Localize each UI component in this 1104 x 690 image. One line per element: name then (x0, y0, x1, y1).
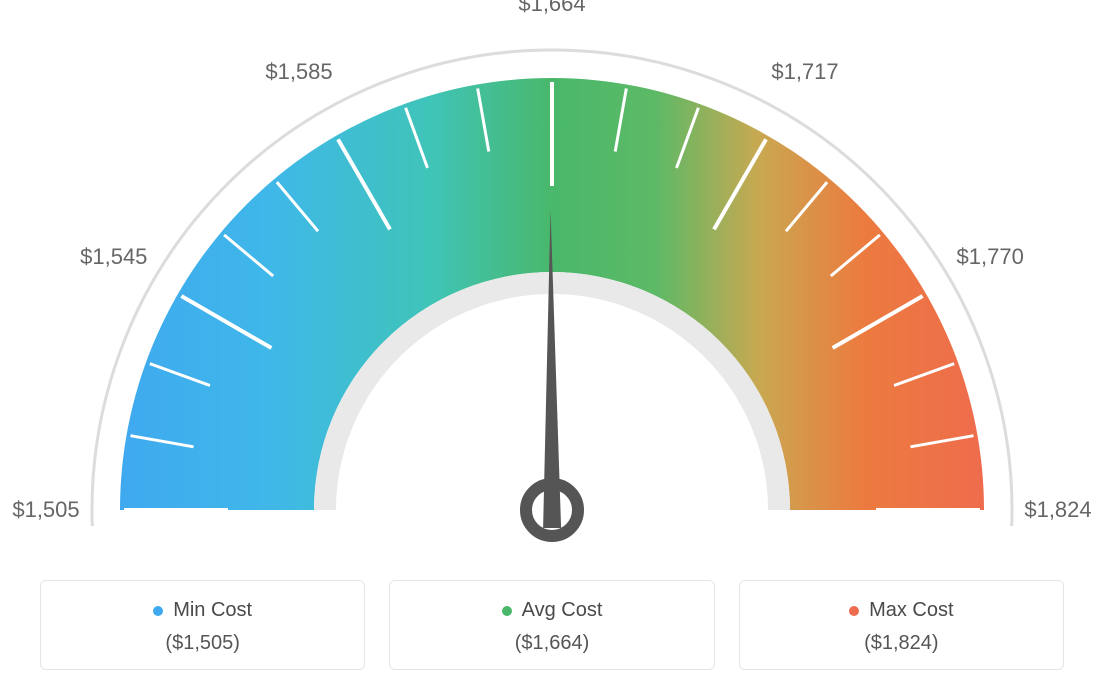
cost-gauge-chart: { "gauge": { "type": "gauge", "min_value… (0, 0, 1104, 690)
tick-label: $1,770 (957, 244, 1024, 270)
gauge-svg (0, 0, 1104, 560)
tick-label: $1,505 (12, 497, 79, 523)
avg-cost-card: Avg Cost ($1,664) (389, 580, 714, 670)
avg-cost-label-row: Avg Cost (402, 599, 701, 622)
max-cost-card: Max Cost ($1,824) (739, 580, 1064, 670)
min-cost-card: Min Cost ($1,505) (40, 580, 365, 670)
max-cost-value: ($1,824) (752, 632, 1051, 655)
avg-cost-label: Avg Cost (522, 599, 603, 622)
max-cost-label: Max Cost (869, 599, 953, 622)
dot-icon (849, 606, 859, 616)
tick-label: $1,824 (1024, 497, 1091, 523)
min-cost-label-row: Min Cost (53, 599, 352, 622)
cost-summary-cards: Min Cost ($1,505) Avg Cost ($1,664) Max … (40, 580, 1064, 670)
dot-icon (502, 606, 512, 616)
tick-label: $1,664 (518, 0, 585, 17)
tick-label: $1,717 (771, 59, 838, 85)
max-cost-label-row: Max Cost (752, 599, 1051, 622)
min-cost-value: ($1,505) (53, 632, 352, 655)
tick-label: $1,545 (80, 244, 147, 270)
gauge-area: $1,505 $1,545 $1,585 $1,664 $1,717 $1,770 $1,8… (0, 0, 1104, 560)
tick-label: $1,585 (265, 59, 332, 85)
min-cost-label: Min Cost (173, 599, 252, 622)
avg-cost-value: ($1,664) (402, 632, 701, 655)
dot-icon (153, 606, 163, 616)
